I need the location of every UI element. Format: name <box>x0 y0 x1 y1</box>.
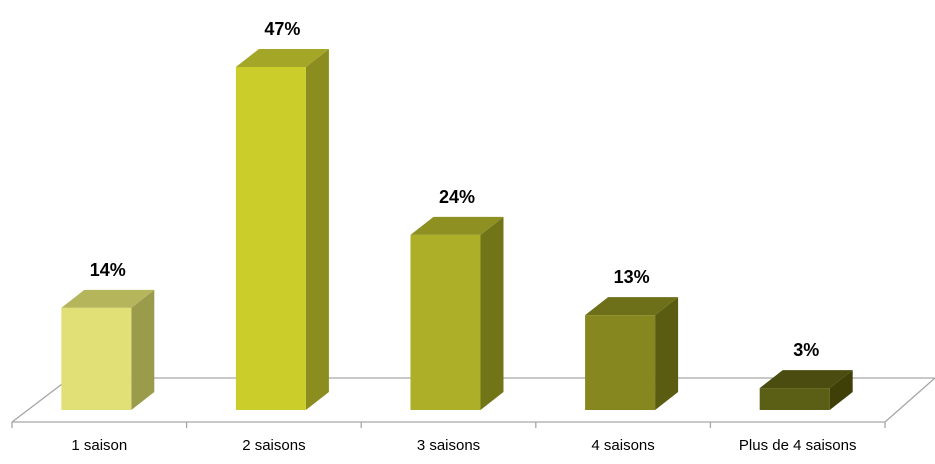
data-label-5: 3% <box>793 340 819 360</box>
bar-front-face <box>410 234 481 410</box>
data-label-4: 13% <box>614 267 650 287</box>
bar-front-face <box>759 388 830 410</box>
bars-group <box>61 49 853 410</box>
category-label-4: 4 saisons <box>591 437 654 454</box>
bar-side-face <box>480 216 504 410</box>
data-label-3: 24% <box>439 187 475 207</box>
bar-5 <box>759 370 853 410</box>
bar-front-face <box>61 307 132 410</box>
bar-top-face <box>235 49 329 67</box>
data-label-2: 47% <box>264 19 300 39</box>
bar-front-face <box>235 67 306 410</box>
category-label-3: 3 saisons <box>417 437 480 454</box>
bar-top-face <box>759 370 853 389</box>
bar-side-face <box>829 370 853 410</box>
bar-side-face <box>655 297 679 410</box>
floor-right-edge <box>884 377 935 423</box>
bar-side-face <box>305 49 329 410</box>
category-label-2: 2 saisons <box>242 437 305 454</box>
category-label-1: 1 saison <box>71 437 127 454</box>
data-label-1: 14% <box>90 260 126 280</box>
bar-side-face <box>131 289 155 410</box>
bar-4 <box>585 297 679 410</box>
bar-3 <box>410 216 504 410</box>
category-axis: 1 saison 2 saisons 3 saisons 4 saisons Plus … <box>11 422 886 454</box>
bar-top-face <box>585 297 679 316</box>
bar-1 <box>61 289 155 410</box>
bar-top-face <box>410 216 504 235</box>
data-labels-group: 14% 47% 24% 13% 3% <box>90 19 819 360</box>
bar-top-face <box>61 289 155 308</box>
bar-front-face <box>585 315 656 410</box>
bar-2 <box>235 49 329 410</box>
category-label-5: Plus de 4 saisons <box>739 437 857 454</box>
